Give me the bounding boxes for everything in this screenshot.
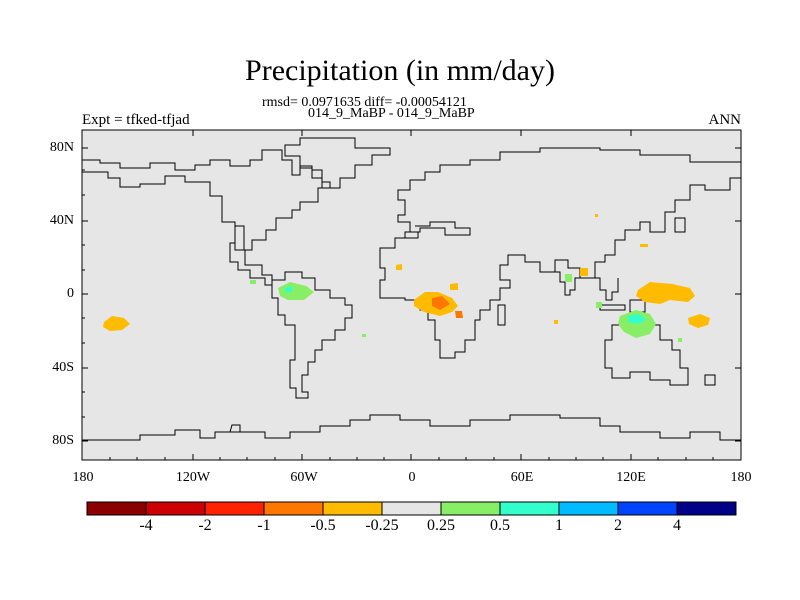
colorbar-label: 2 <box>614 517 622 534</box>
anomaly-contour-negative <box>455 311 463 318</box>
colorbar-label: -1 <box>257 517 271 534</box>
colorbar-box <box>558 501 619 516</box>
anomaly-contour-negative <box>396 264 402 270</box>
y-tick-label: 80N <box>49 140 74 155</box>
anomaly-contour-negative <box>450 283 458 290</box>
y-tick-label: 40N <box>49 213 74 228</box>
colorbar-label: 0.25 <box>427 517 455 534</box>
colorbar <box>86 501 737 516</box>
anomaly-contour-positive <box>362 334 366 337</box>
anomaly-contour-positive-strong <box>285 286 292 292</box>
indonesia-coastline <box>599 299 646 313</box>
south-america-coastline <box>271 271 353 399</box>
precipitation-contours <box>103 214 710 342</box>
colorbar-box <box>86 501 147 516</box>
europe-africa-coastline <box>379 147 742 359</box>
x-tick-label: 60W <box>290 470 318 485</box>
north-america-coastline <box>82 149 331 286</box>
x-tick-label: 180 <box>730 470 752 485</box>
colorbar-box <box>322 501 383 516</box>
anomaly-contour-negative <box>580 268 588 276</box>
new-zealand-coastline <box>704 374 716 386</box>
colorbar-box <box>263 501 324 516</box>
map-frame <box>81 129 742 461</box>
statistics-text: rmsd= 0.0971635 diff= -0.00054121 <box>262 95 467 110</box>
map-title: Precipitation (in mm/day) <box>245 54 555 87</box>
x-tick-label: 180 <box>72 470 94 485</box>
anomaly-contour-positive <box>618 310 656 338</box>
anomaly-contour-negative <box>636 282 695 304</box>
x-tick-label: 120W <box>175 470 211 485</box>
colorbar-box <box>440 501 501 516</box>
colorbar-label: 0.5 <box>490 517 510 534</box>
season-label: ANN <box>708 112 742 128</box>
antarctica-coastline <box>82 414 741 441</box>
anomaly-contour-negative <box>595 214 598 217</box>
greenland-coastline <box>284 137 391 189</box>
india-coastline <box>555 271 580 296</box>
colorbar-label: -4 <box>139 517 153 534</box>
x-tick-label: 120E <box>616 470 646 485</box>
mediterranean-coastline <box>398 221 471 239</box>
period-label: 014_9_MaBP - 014_9_MaBP <box>308 106 475 121</box>
x-tick-label: 60E <box>510 470 534 485</box>
y-tick-label: 40S <box>52 360 74 375</box>
colorbar-label: 1 <box>555 517 563 534</box>
colorbar-box <box>617 501 678 516</box>
colorbar-label: -2 <box>198 517 212 534</box>
colorbar-box <box>145 501 206 516</box>
anomaly-contour-negative-strong <box>432 296 450 310</box>
anomaly-contour-positive <box>678 338 682 342</box>
japan-coastline <box>674 217 686 233</box>
anomaly-contour-negative <box>103 316 130 331</box>
experiment-label: Expt = tfked-tfjad <box>82 112 190 128</box>
x-tick-label: 0 <box>408 470 416 485</box>
anomaly-contour-negative <box>688 314 710 328</box>
antarctic-peninsula-coastline <box>229 424 241 433</box>
anomaly-contour-positive <box>565 274 572 282</box>
colorbar-label: 4 <box>673 517 681 534</box>
anomaly-contour-positive <box>596 302 602 308</box>
y-tick-label: 0 <box>67 286 74 301</box>
colorbar-label: -0.25 <box>365 517 399 534</box>
anomaly-contour-positive-strong <box>628 314 646 324</box>
colorbar-box <box>381 501 442 516</box>
southeast-asia-coastline <box>595 277 619 301</box>
y-tick-label: 80S <box>52 433 74 448</box>
anomaly-contour-positive <box>250 280 256 284</box>
colorbar-box <box>676 501 737 516</box>
map-background <box>82 130 741 460</box>
colorbar-box <box>204 501 265 516</box>
coastlines <box>82 137 742 441</box>
anomaly-contour-negative <box>640 244 648 247</box>
anomaly-contour-negative <box>554 320 558 324</box>
colorbar-label: -0.5 <box>310 517 336 534</box>
colorbar-box <box>499 501 560 516</box>
anomaly-contour-positive <box>278 282 314 300</box>
madagascar-coastline <box>497 304 506 326</box>
